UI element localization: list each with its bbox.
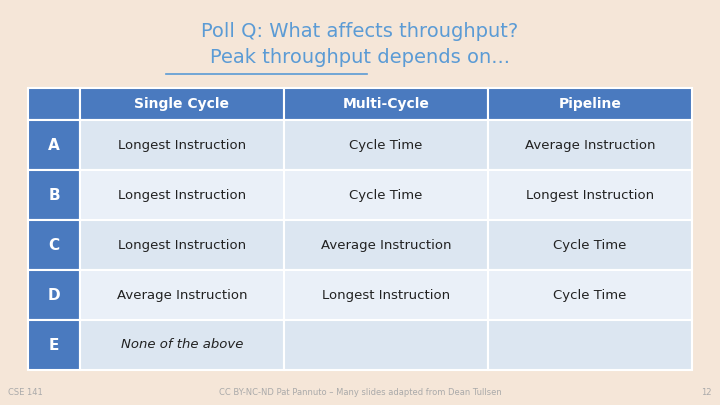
- Bar: [28, 220, 80, 270]
- Text: Longest Instruction: Longest Instruction: [118, 139, 246, 151]
- Text: CC BY-NC-ND Pat Pannuto – Many slides adapted from Dean Tullsen: CC BY-NC-ND Pat Pannuto – Many slides ad…: [219, 388, 501, 397]
- Bar: [284, 270, 488, 320]
- Text: Average Instruction: Average Instruction: [320, 239, 451, 252]
- Text: Cycle Time: Cycle Time: [349, 139, 423, 151]
- Text: CSE 141: CSE 141: [8, 388, 42, 397]
- Bar: [80, 220, 284, 270]
- Text: Average Instruction: Average Instruction: [525, 139, 655, 151]
- Bar: [80, 88, 284, 120]
- Text: Cycle Time: Cycle Time: [553, 239, 626, 252]
- Bar: [28, 270, 80, 320]
- Bar: [488, 220, 692, 270]
- Bar: [488, 88, 692, 120]
- Bar: [488, 170, 692, 220]
- Text: Longest Instruction: Longest Instruction: [118, 239, 246, 252]
- Text: Single Cycle: Single Cycle: [135, 97, 230, 111]
- Text: C: C: [48, 237, 60, 252]
- Text: E: E: [49, 337, 59, 352]
- Bar: [80, 170, 284, 220]
- Bar: [488, 120, 692, 170]
- Bar: [28, 120, 80, 170]
- Bar: [488, 270, 692, 320]
- Bar: [284, 220, 488, 270]
- Text: Multi-Cycle: Multi-Cycle: [343, 97, 429, 111]
- Bar: [28, 320, 80, 370]
- Bar: [284, 120, 488, 170]
- Text: B: B: [48, 188, 60, 202]
- Text: A: A: [48, 138, 60, 153]
- Text: Average Instruction: Average Instruction: [117, 288, 247, 301]
- Text: Longest Instruction: Longest Instruction: [118, 188, 246, 202]
- Bar: [80, 270, 284, 320]
- Bar: [284, 320, 488, 370]
- Bar: [28, 170, 80, 220]
- Bar: [284, 88, 488, 120]
- Text: Longest Instruction: Longest Instruction: [526, 188, 654, 202]
- Text: Cycle Time: Cycle Time: [349, 188, 423, 202]
- Text: 12: 12: [701, 388, 712, 397]
- Text: Poll Q: What affects throughput?: Poll Q: What affects throughput?: [202, 22, 518, 41]
- Text: None of the above: None of the above: [121, 339, 243, 352]
- Bar: [284, 170, 488, 220]
- Bar: [80, 320, 284, 370]
- Text: Longest Instruction: Longest Instruction: [322, 288, 450, 301]
- Text: Pipeline: Pipeline: [559, 97, 621, 111]
- Bar: [80, 120, 284, 170]
- Bar: [488, 320, 692, 370]
- Text: Cycle Time: Cycle Time: [553, 288, 626, 301]
- Bar: [28, 88, 80, 120]
- Text: Peak throughput depends on...: Peak throughput depends on...: [210, 48, 510, 67]
- Text: D: D: [48, 288, 60, 303]
